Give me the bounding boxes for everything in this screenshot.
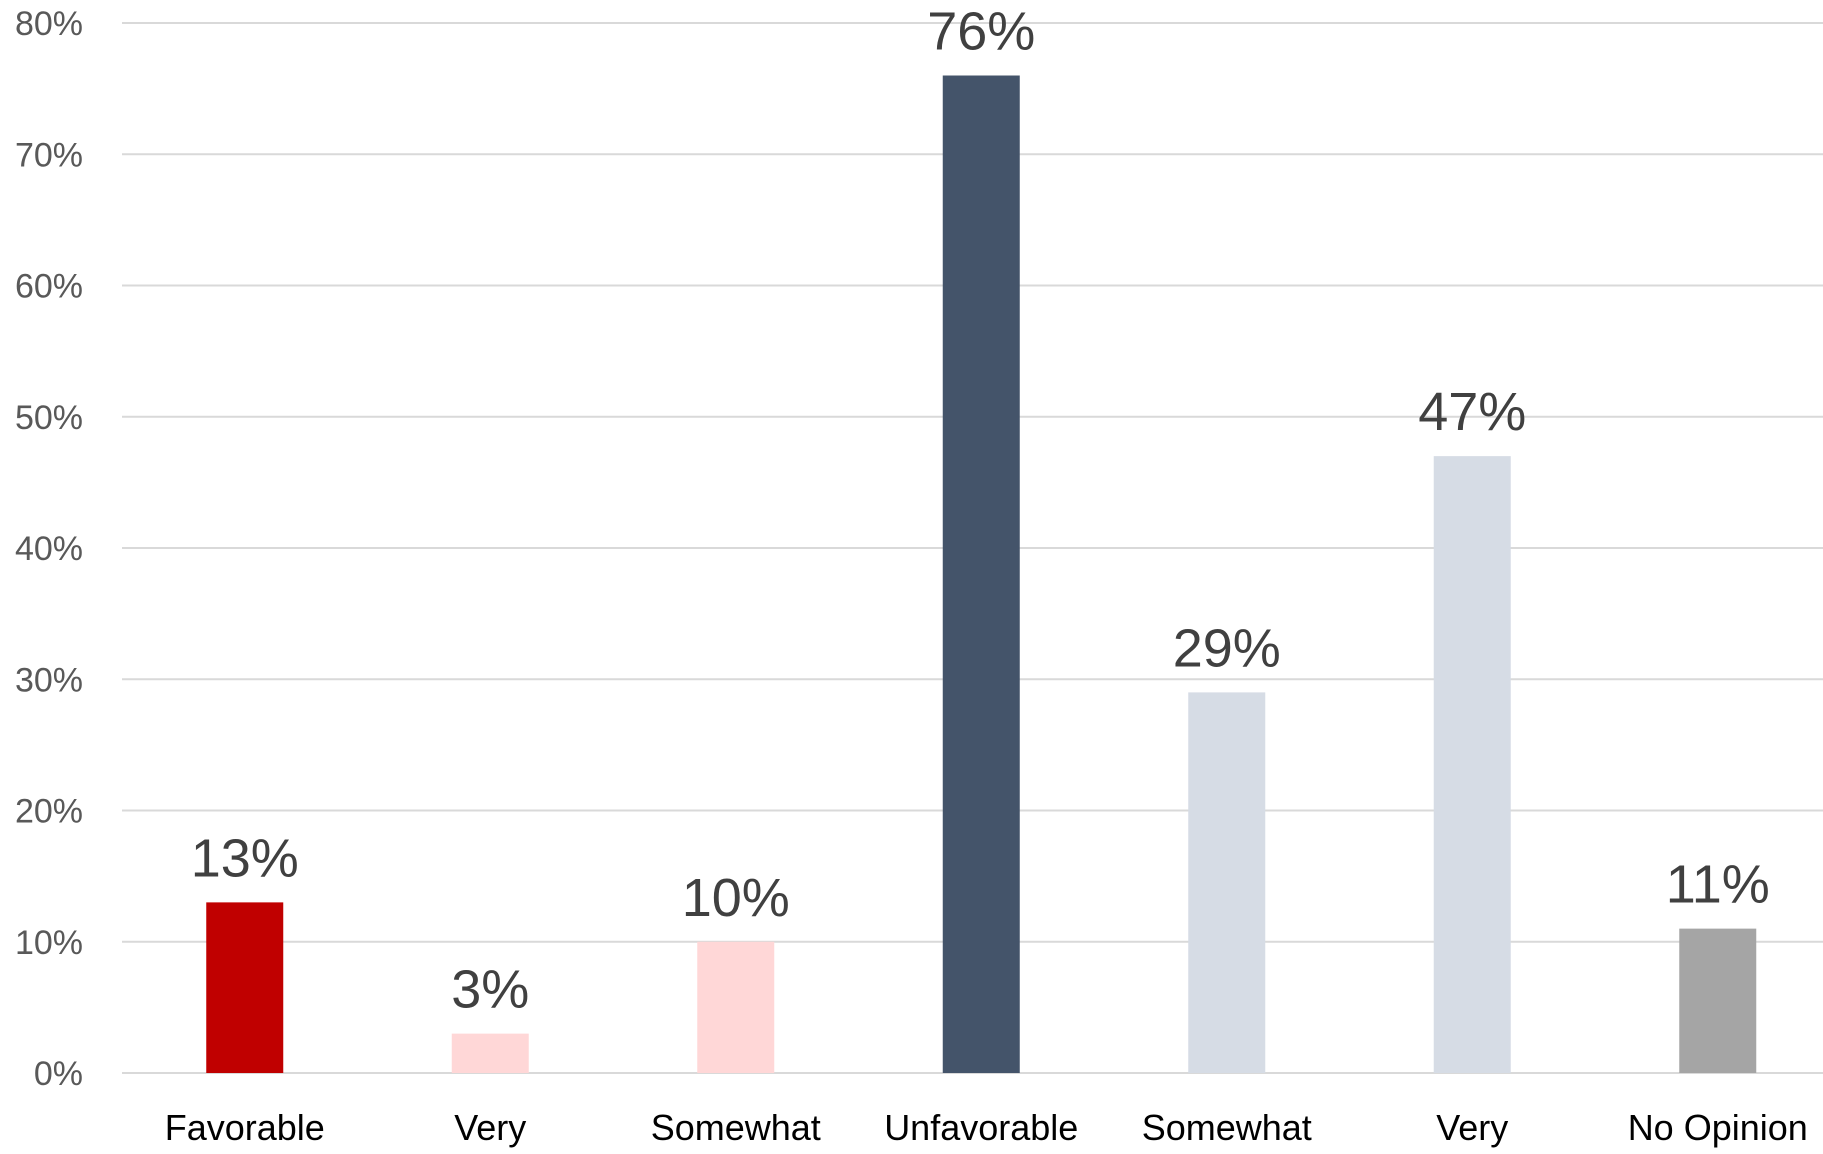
y-axis-tick-labels: 0% 10% 20% 30% 40% 50% 60% 70% 80% <box>15 5 83 1093</box>
data-label-3: 10% <box>682 868 790 928</box>
bar-1 <box>206 902 284 1073</box>
category-label-7: No Opinion <box>1628 1107 1808 1148</box>
bar-6 <box>1433 456 1511 1073</box>
bar-4 <box>942 75 1020 1073</box>
data-label-7: 11% <box>1666 855 1770 915</box>
data-label-1: 13% <box>191 828 299 888</box>
bar-7 <box>1679 928 1757 1073</box>
bars <box>206 75 1757 1073</box>
y-tick-label: 50% <box>15 399 83 437</box>
category-label-1: Favorable <box>165 1107 325 1148</box>
y-tick-label: 80% <box>15 5 83 43</box>
data-label-2: 3% <box>451 960 529 1020</box>
data-label-5: 29% <box>1173 618 1281 678</box>
category-label-3: Somewhat <box>651 1107 821 1148</box>
y-tick-label: 20% <box>15 793 83 831</box>
y-tick-label: 30% <box>15 661 83 699</box>
data-label-6: 47% <box>1418 382 1526 442</box>
bar-3 <box>697 941 775 1073</box>
data-labels: 13% 3% 10% 76% 29% 47% 11% <box>191 2 1770 1020</box>
y-tick-label: 40% <box>15 530 83 568</box>
bar-2 <box>451 1033 529 1073</box>
category-label-5: Somewhat <box>1142 1107 1312 1148</box>
category-label-6: Very <box>1436 1107 1508 1148</box>
category-labels: Favorable Very Somewhat Unfavorable Somewhat… <box>165 1107 1808 1148</box>
y-tick-label: 70% <box>15 136 83 174</box>
category-label-4: Unfavorable <box>884 1107 1078 1148</box>
category-label-2: Very <box>454 1107 526 1148</box>
data-label-4: 76% <box>927 2 1035 62</box>
y-tick-label: 10% <box>15 924 83 962</box>
y-tick-label: 60% <box>15 268 83 306</box>
bar-5 <box>1188 692 1266 1073</box>
y-tick-label: 0% <box>34 1055 83 1093</box>
